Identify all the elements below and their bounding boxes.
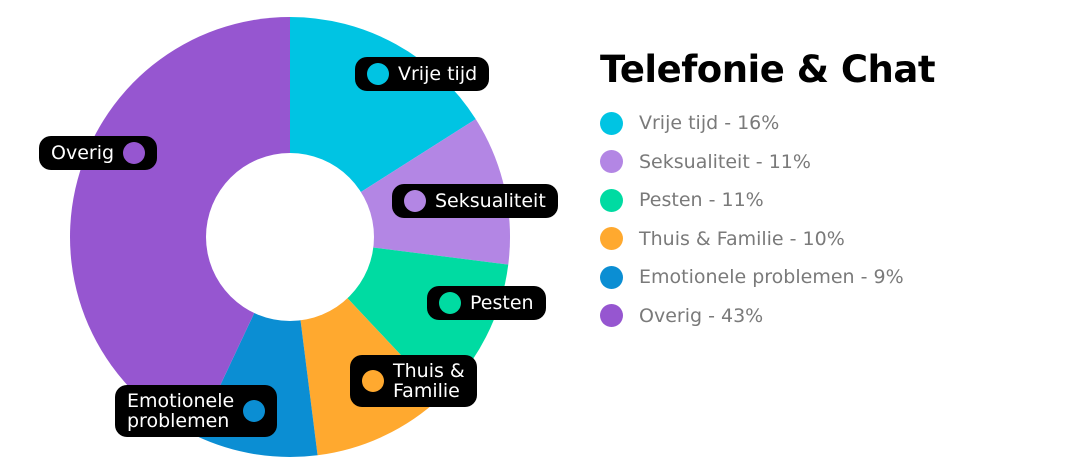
slice-label-vrije-tijd: Vrije tijd xyxy=(355,57,490,91)
slice-label-overig: Overig xyxy=(39,136,158,170)
legend-dot-icon xyxy=(600,227,623,251)
slice-label-text: Vrije tijd xyxy=(398,63,478,85)
thuis-familie-dot-icon xyxy=(362,370,384,392)
slice-label-line1: Thuis & xyxy=(393,360,465,382)
seksualiteit-dot-icon xyxy=(404,190,426,212)
vrije-tijd-dot-icon xyxy=(367,63,389,85)
legend-text: Pesten - 11% xyxy=(639,189,764,212)
emotionele-problemen-dot-icon xyxy=(243,400,266,422)
legend-item: Seksualiteit - 11% xyxy=(600,143,904,182)
legend-dot-icon xyxy=(600,304,623,328)
legend-dot-icon xyxy=(600,150,623,174)
legend-item: Pesten - 11% xyxy=(600,181,904,220)
legend-dot-icon xyxy=(600,265,623,289)
slice-label-emotionele-problemen: Emotionele problemen xyxy=(115,385,278,437)
chart-title: Telefonie & Chat xyxy=(600,48,936,91)
legend-item: Overig - 43% xyxy=(600,297,904,336)
slice-overig xyxy=(69,17,290,437)
overig-dot-icon xyxy=(123,142,146,164)
slice-label-thuis-familie: Thuis & Familie xyxy=(350,355,477,407)
legend-dot-icon xyxy=(600,111,623,135)
donut-hole xyxy=(206,153,374,321)
legend: Vrije tijd - 16% Seksualiteit - 11% Pest… xyxy=(600,104,904,335)
slice-label-seksualiteit: Seksualiteit xyxy=(392,184,558,218)
legend-item: Vrije tijd - 16% xyxy=(600,104,904,143)
slice-label-line2: Familie xyxy=(393,380,460,402)
legend-text: Emotionele problemen - 9% xyxy=(639,266,904,289)
legend-item: Emotionele problemen - 9% xyxy=(600,258,904,297)
slice-label-pesten: Pesten xyxy=(427,286,546,320)
pesten-dot-icon xyxy=(439,292,461,314)
legend-text: Overig - 43% xyxy=(639,304,764,327)
legend-text: Vrije tijd - 16% xyxy=(639,112,780,135)
legend-text: Seksualiteit - 11% xyxy=(639,150,811,173)
slice-label-line1: Emotionele xyxy=(127,390,235,412)
legend-text: Thuis & Familie - 10% xyxy=(639,227,845,250)
slice-label-text: Pesten xyxy=(470,292,534,314)
legend-dot-icon xyxy=(600,188,623,212)
slice-label-line2: problemen xyxy=(127,410,230,432)
legend-item: Thuis & Familie - 10% xyxy=(600,220,904,259)
slice-label-text: Seksualiteit xyxy=(435,190,546,212)
slice-label-text: Overig xyxy=(51,142,115,164)
